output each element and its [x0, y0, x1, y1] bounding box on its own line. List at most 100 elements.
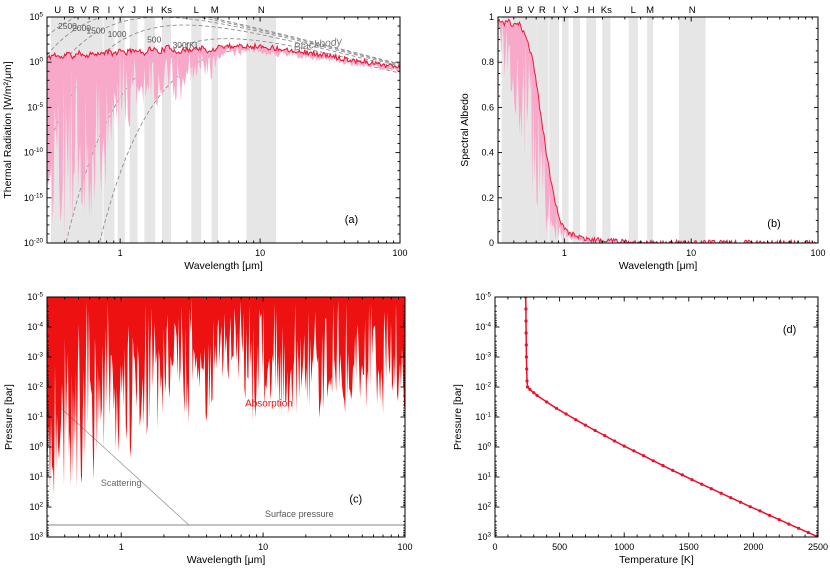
plot-frame — [46, 16, 401, 244]
photometric-band-L — [191, 17, 202, 243]
data-point — [632, 449, 636, 453]
y-tick-label: 10-4 — [27, 322, 43, 333]
band-label-U: U — [504, 5, 511, 16]
panel-d-chart: 0 500 1000 1500 2000 2500 10-5 10-4 10-3 10-2 10-1… — [452, 292, 828, 567]
photometric-band-Ks — [161, 17, 172, 243]
photometric-band-J — [129, 17, 138, 243]
x-tick-label: 100 — [392, 248, 407, 258]
band-label-R: R — [539, 5, 546, 16]
band-label-I: I — [108, 5, 111, 16]
data-point — [651, 459, 655, 463]
annotation: 1000 — [108, 29, 127, 39]
x-tick-label: 500 — [552, 542, 567, 552]
annotation: 500 — [147, 34, 161, 44]
photometric-band-B — [64, 17, 79, 243]
data-point — [768, 513, 772, 517]
y-tick-label: 100 — [477, 442, 491, 453]
x-tick-label: 10 — [258, 542, 268, 552]
y-tick-label: 0.4 — [481, 148, 494, 158]
y-tick-label: 100 — [29, 57, 43, 68]
y-tick-label: 10-3 — [27, 352, 43, 363]
photometric-band-V — [526, 17, 537, 243]
data-point — [729, 496, 733, 500]
panel-c-chart: 1 10 100 10-5 10-4 10-3 10-2 10-1 100 101 102 103 Ab… — [3, 292, 413, 567]
band-label-J: J — [574, 5, 579, 16]
data-point — [524, 307, 528, 311]
panel-b-spectral-albedo: 1 10 100 0 0.2 0.4 0.6 0.8 1 U B V R I Y J H Ks L M N (b) Wave… — [420, 0, 830, 292]
band-label-Y: Y — [118, 5, 125, 16]
band-label-R: R — [92, 5, 99, 16]
annotation: (a) — [345, 214, 358, 226]
band-label-M: M — [211, 5, 219, 16]
data-point — [700, 482, 704, 486]
blackbody-curve-2500K — [47, 17, 400, 65]
band-label-V: V — [80, 5, 87, 16]
annotation: 2000 — [72, 23, 91, 33]
x-tick-label: 1000 — [614, 542, 634, 552]
photometric-band-M — [647, 17, 653, 243]
panel-d-pressure-vs-temperature: 0 500 1000 1500 2000 2500 10-5 10-4 10-3 10-2 10-1… — [420, 287, 830, 574]
y-tick-label: 105 — [29, 12, 43, 23]
data-point — [661, 464, 665, 468]
line-series — [524, 297, 818, 537]
blackbody-curve-1000K — [47, 24, 400, 150]
y-tick-label: 102 — [29, 502, 43, 513]
y-tick-label: 10-5 — [475, 292, 491, 303]
annotation: Absorption — [245, 399, 293, 410]
annotation: Scattering — [101, 478, 142, 488]
data-point — [642, 454, 646, 458]
photometric-band-N — [678, 17, 706, 243]
x-axis-title: Wavelength [μm] — [187, 554, 266, 566]
data-point — [603, 434, 607, 438]
y-tick-label: 10-5 — [27, 292, 43, 303]
y-axis-title: Thermal Radiation [W/m²/μm] — [2, 61, 14, 198]
y-tick-label: 10-1 — [475, 412, 491, 423]
band-label-Y: Y — [562, 5, 569, 16]
band-label-U: U — [54, 5, 61, 16]
line-series — [50, 398, 190, 526]
data-point — [797, 526, 801, 530]
data-point — [524, 343, 528, 347]
y-tick-label: 101 — [477, 472, 491, 483]
y-tick-label: 10-2 — [475, 382, 491, 393]
data-point — [593, 428, 597, 433]
x-axis-title: Wavelength [μm] — [619, 260, 698, 272]
data-point — [777, 518, 781, 522]
band-label-H: H — [146, 5, 153, 16]
band-label-B: B — [517, 5, 523, 16]
annotation: 2500 — [58, 21, 77, 31]
panel-a-chart: 1 10 100 10-20 10-15 10-10 10-5 100 105 U B V R I Y J H K… — [2, 5, 408, 272]
band-label-H: H — [588, 5, 595, 16]
x-tick-label: 2500 — [808, 542, 828, 552]
data-point — [535, 393, 539, 397]
annotation: (b) — [767, 218, 780, 230]
data-point — [554, 406, 558, 410]
panel-a-thermal-radiation: 1 10 100 10-20 10-15 10-10 10-5 100 105 U B V R I Y J H K… — [0, 0, 420, 292]
data-point — [524, 331, 528, 335]
data-point — [524, 355, 528, 359]
data-point — [564, 412, 568, 416]
photometric-band-I — [549, 17, 560, 243]
photometric-band-Y — [562, 17, 569, 243]
photometric-band-N — [246, 17, 277, 243]
x-tick-label: 1 — [118, 248, 123, 258]
data-point — [525, 379, 529, 383]
x-tick-label: 1500 — [679, 542, 699, 552]
data-point — [526, 385, 530, 389]
data-point — [690, 478, 694, 482]
y-tick-label: 10-4 — [475, 322, 491, 333]
y-tick-label: 0 — [489, 238, 494, 248]
panel-c-pressure-vs-wavelength: 1 10 100 10-5 10-4 10-3 10-2 10-1 100 101 102 103 Ab… — [0, 287, 420, 574]
annotation: 1500 — [86, 25, 105, 35]
y-tick-label: 1 — [489, 12, 494, 22]
x-tick-label: 1 — [562, 248, 567, 258]
x-tick-label: 10 — [255, 248, 265, 258]
x-tick-label: 2000 — [743, 542, 763, 552]
photometric-band-M — [211, 17, 218, 243]
annotation: Surface pressure — [265, 509, 334, 519]
spectrum-band — [47, 43, 400, 241]
y-tick-label: 10-2 — [27, 382, 43, 393]
band-label-Ks: Ks — [601, 5, 612, 16]
annotation: Blackbody — [293, 36, 343, 54]
